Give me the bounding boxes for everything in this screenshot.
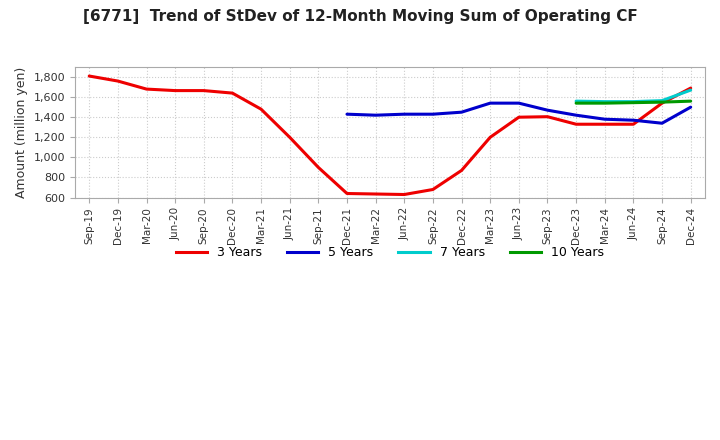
3 Years xyxy=(142,86,150,92)
10 Years xyxy=(686,99,695,104)
3 Years xyxy=(457,168,466,173)
Line: 3 Years: 3 Years xyxy=(89,76,690,194)
10 Years xyxy=(600,100,609,106)
5 Years xyxy=(629,117,638,123)
3 Years xyxy=(114,78,122,84)
5 Years xyxy=(686,105,695,110)
5 Years xyxy=(372,113,380,118)
3 Years xyxy=(85,73,94,79)
3 Years xyxy=(600,121,609,127)
3 Years xyxy=(199,88,208,93)
5 Years xyxy=(428,112,437,117)
3 Years xyxy=(171,88,179,93)
10 Years xyxy=(629,100,638,105)
Y-axis label: Amount (million yen): Amount (million yen) xyxy=(15,66,28,198)
5 Years xyxy=(400,112,408,117)
3 Years xyxy=(343,191,351,196)
10 Years xyxy=(572,100,580,106)
Legend: 3 Years, 5 Years, 7 Years, 10 Years: 3 Years, 5 Years, 7 Years, 10 Years xyxy=(171,242,609,264)
7 Years xyxy=(600,99,609,104)
3 Years xyxy=(572,121,580,127)
5 Years xyxy=(543,107,552,113)
7 Years xyxy=(686,88,695,93)
5 Years xyxy=(657,121,666,126)
3 Years xyxy=(400,192,408,197)
3 Years xyxy=(428,187,437,192)
7 Years xyxy=(657,98,666,103)
5 Years xyxy=(343,112,351,117)
3 Years xyxy=(515,114,523,120)
3 Years xyxy=(657,100,666,106)
7 Years xyxy=(572,99,580,104)
5 Years xyxy=(457,110,466,115)
3 Years xyxy=(686,85,695,91)
3 Years xyxy=(285,135,294,140)
3 Years xyxy=(314,165,323,170)
5 Years xyxy=(486,100,495,106)
Text: [6771]  Trend of StDev of 12-Month Moving Sum of Operating CF: [6771] Trend of StDev of 12-Month Moving… xyxy=(83,9,637,24)
Line: 10 Years: 10 Years xyxy=(576,101,690,103)
3 Years xyxy=(257,106,266,112)
Line: 7 Years: 7 Years xyxy=(576,90,690,102)
5 Years xyxy=(572,113,580,118)
3 Years xyxy=(372,191,380,197)
5 Years xyxy=(515,100,523,106)
Line: 5 Years: 5 Years xyxy=(347,103,690,123)
3 Years xyxy=(486,135,495,140)
3 Years xyxy=(629,121,638,127)
7 Years xyxy=(629,99,638,104)
3 Years xyxy=(228,91,237,96)
3 Years xyxy=(543,114,552,119)
10 Years xyxy=(657,99,666,105)
5 Years xyxy=(600,117,609,122)
